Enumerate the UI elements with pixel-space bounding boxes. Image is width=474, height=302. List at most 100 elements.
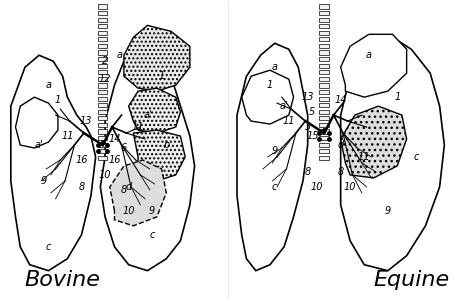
Text: 15: 15 (306, 131, 319, 141)
Polygon shape (124, 25, 190, 91)
Bar (319, 116, 329, 120)
Bar (98, 90, 108, 94)
Text: a': a' (143, 110, 152, 120)
Bar (319, 156, 329, 160)
Text: 1: 1 (267, 80, 273, 90)
Bar (98, 57, 108, 61)
Text: 1: 1 (158, 71, 165, 81)
Text: a: a (272, 62, 278, 72)
Bar (98, 156, 108, 160)
Bar (98, 149, 108, 153)
Bar (98, 64, 108, 68)
Text: 16: 16 (75, 155, 88, 165)
Text: a: a (116, 50, 122, 60)
Text: 11: 11 (358, 152, 371, 162)
Polygon shape (133, 130, 185, 181)
Bar (319, 44, 329, 48)
Polygon shape (11, 55, 96, 271)
Bar (319, 77, 329, 81)
Bar (319, 110, 329, 114)
Bar (319, 70, 329, 74)
Bar (319, 18, 329, 22)
Text: 6: 6 (121, 143, 127, 153)
Text: Bovine: Bovine (25, 270, 100, 290)
Text: 8: 8 (305, 167, 311, 177)
Text: 14: 14 (335, 95, 347, 105)
Bar (98, 24, 108, 28)
Polygon shape (341, 37, 444, 271)
Polygon shape (341, 106, 407, 178)
Polygon shape (16, 97, 58, 148)
Polygon shape (110, 160, 166, 226)
Polygon shape (242, 70, 293, 124)
Bar (319, 57, 329, 61)
Bar (319, 5, 329, 8)
Text: 9: 9 (385, 206, 391, 216)
Text: 3: 3 (305, 122, 311, 132)
Bar (98, 110, 108, 114)
Bar (319, 50, 329, 55)
Text: c: c (46, 242, 51, 252)
Bar (319, 11, 329, 15)
Text: c: c (272, 182, 277, 192)
Text: a: a (46, 80, 52, 90)
Polygon shape (128, 88, 181, 133)
Text: 9: 9 (149, 206, 155, 216)
Text: 10: 10 (99, 170, 111, 180)
Text: 10: 10 (344, 182, 356, 192)
Text: 9: 9 (272, 146, 278, 156)
Bar (319, 103, 329, 107)
Text: d: d (337, 140, 344, 150)
Text: Equine: Equine (373, 270, 449, 290)
Bar (319, 97, 329, 101)
Polygon shape (341, 34, 407, 97)
Bar (319, 90, 329, 94)
Polygon shape (100, 46, 195, 271)
Bar (98, 50, 108, 55)
Text: b: b (163, 140, 169, 150)
Text: 16: 16 (108, 155, 121, 165)
Text: c: c (413, 152, 419, 162)
Text: 11: 11 (61, 131, 73, 141)
Bar (98, 83, 108, 88)
Bar (98, 143, 108, 147)
Text: 8: 8 (78, 182, 85, 192)
Bar (319, 130, 329, 134)
Bar (98, 37, 108, 41)
Text: a': a' (35, 140, 44, 150)
Text: 2: 2 (102, 56, 108, 66)
Bar (98, 116, 108, 120)
Text: 13: 13 (80, 116, 92, 126)
Bar (98, 136, 108, 140)
Bar (98, 103, 108, 107)
Text: 5: 5 (309, 107, 316, 117)
Text: 14: 14 (108, 134, 121, 144)
Bar (98, 31, 108, 35)
Bar (98, 77, 108, 81)
Text: 8: 8 (337, 167, 344, 177)
Bar (98, 44, 108, 48)
Bar (98, 18, 108, 22)
Bar (98, 5, 108, 8)
Bar (319, 64, 329, 68)
Text: 11: 11 (283, 116, 295, 126)
Text: 11: 11 (132, 122, 144, 132)
Text: d: d (126, 182, 132, 192)
Bar (319, 37, 329, 41)
Bar (319, 143, 329, 147)
Text: 12: 12 (99, 74, 111, 84)
Text: 13: 13 (301, 92, 314, 102)
Bar (98, 97, 108, 101)
Bar (319, 149, 329, 153)
Bar (98, 11, 108, 15)
Bar (319, 136, 329, 140)
Text: 8: 8 (121, 185, 127, 195)
Polygon shape (237, 43, 308, 271)
Bar (319, 31, 329, 35)
Bar (98, 123, 108, 127)
Bar (98, 70, 108, 74)
Text: 1: 1 (394, 92, 401, 102)
Text: 1: 1 (55, 95, 61, 105)
Text: 9: 9 (41, 176, 47, 186)
Text: 10: 10 (311, 182, 323, 192)
